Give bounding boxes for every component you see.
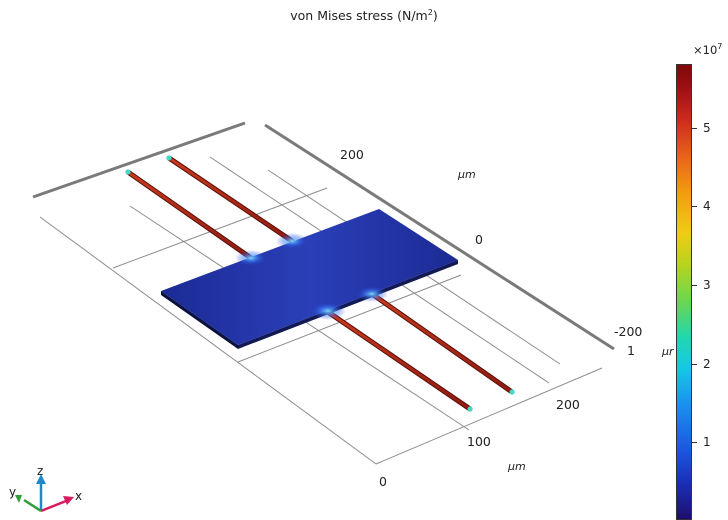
colorbar-multiplier-base: ×10 [693, 42, 718, 57]
z-unit-label: μr [662, 345, 674, 358]
colorbar-tick-label: 1 [703, 435, 711, 449]
y-tick-label: -200 [614, 324, 643, 339]
plot-title-text: von Mises stress (N/m [290, 8, 428, 24]
plot-title-sup: 2 [427, 8, 433, 17]
stress-hotspot [356, 286, 388, 302]
colorbar-tick-label: 4 [703, 199, 711, 213]
colorbar-multiplier: ×107 [693, 42, 722, 57]
z-tick-label: 1 [627, 343, 635, 358]
y-tick-label: 200 [340, 147, 364, 162]
beams [125, 155, 515, 412]
plate[interactable] [161, 209, 458, 349]
triad-z-label: z [37, 464, 44, 478]
triad-x-label: x [75, 489, 83, 503]
axis-frame-left [32, 121, 246, 199]
colorbar-tick [692, 206, 697, 207]
plate-top [161, 209, 458, 345]
x-tick-label: 100 [467, 434, 491, 449]
x-unit-label: μm [508, 460, 526, 473]
colorbar-tick [692, 364, 697, 365]
plate-front [238, 260, 458, 349]
anchor-tip [166, 155, 172, 161]
y-unit-label: μm [458, 168, 476, 181]
colorbar-tick [692, 285, 697, 286]
colorbar-tick-label: 5 [703, 121, 711, 135]
stress-hotspot [310, 302, 346, 320]
anchor-tip [125, 169, 131, 175]
colorbar-multiplier-exp: 7 [717, 42, 723, 51]
axis-triad [15, 474, 74, 513]
colorbar-tick-label: 3 [703, 278, 711, 292]
plate-side [161, 291, 238, 349]
anchor-tip [467, 406, 473, 412]
plot-title-close: ) [432, 8, 438, 24]
y-tick-label: 0 [475, 232, 483, 247]
triad-y-label: y [9, 485, 17, 499]
colorbar-tick [692, 128, 697, 129]
colorbar [676, 64, 692, 520]
anchor-tip [509, 389, 515, 395]
stress-hotspot [276, 233, 308, 249]
plot-title: von Mises stress (N/m2) [0, 8, 728, 23]
x-tick-label: 200 [556, 397, 580, 412]
x-tick-label: 0 [379, 474, 387, 489]
stress-hotspot [235, 250, 267, 266]
colorbar-tick [692, 442, 697, 443]
axis-frame-right [264, 123, 615, 351]
colorbar-tick-label: 2 [703, 357, 711, 371]
